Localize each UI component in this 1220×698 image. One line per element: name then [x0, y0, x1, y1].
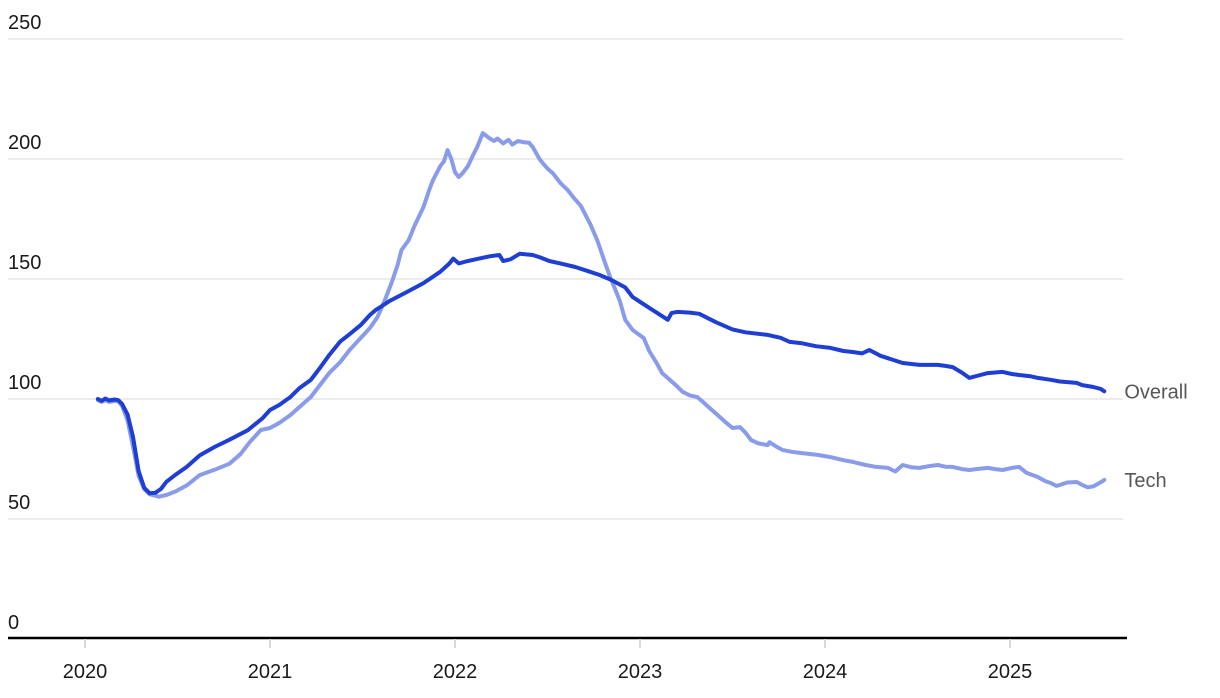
series-label-tech: Tech: [1124, 470, 1166, 492]
series-label-overall: Overall: [1124, 381, 1187, 403]
x-axis-label-2025: 2025: [988, 661, 1033, 683]
x-axis-label-2023: 2023: [618, 661, 663, 683]
y-axis-label-200: 200: [8, 132, 41, 154]
y-axis-label-100: 100: [8, 372, 41, 394]
y-axis-label-250: 250: [8, 12, 41, 34]
y-axis-label-0: 0: [8, 612, 19, 634]
series-line-overall: [95, 251, 1107, 496]
x-axis-label-2021: 2021: [248, 661, 293, 683]
y-axis-label-150: 150: [8, 252, 41, 274]
x-axis-label-2022: 2022: [433, 661, 478, 683]
y-axis-label-50: 50: [8, 492, 30, 514]
x-axis-label-2024: 2024: [803, 661, 848, 683]
series-line-tech: [95, 131, 1107, 499]
x-axis-label-2020: 2020: [63, 661, 108, 683]
